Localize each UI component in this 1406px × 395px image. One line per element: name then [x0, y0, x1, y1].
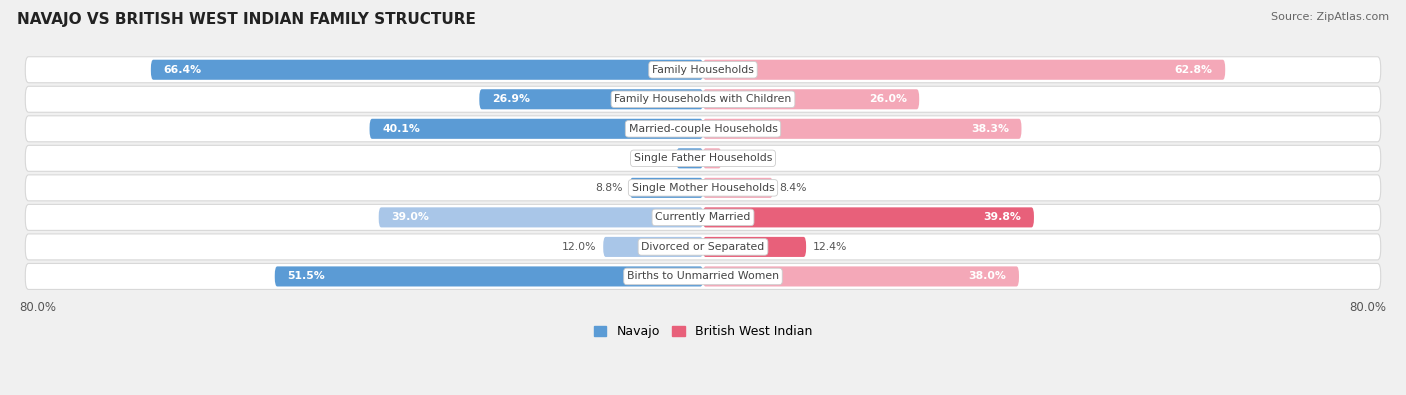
Text: Family Households: Family Households: [652, 65, 754, 75]
Text: Births to Unmarried Women: Births to Unmarried Women: [627, 271, 779, 282]
FancyBboxPatch shape: [370, 119, 703, 139]
Text: 39.8%: 39.8%: [984, 213, 1022, 222]
FancyBboxPatch shape: [676, 148, 703, 168]
FancyBboxPatch shape: [25, 204, 1381, 230]
Legend: Navajo, British West Indian: Navajo, British West Indian: [589, 320, 817, 343]
Text: NAVAJO VS BRITISH WEST INDIAN FAMILY STRUCTURE: NAVAJO VS BRITISH WEST INDIAN FAMILY STR…: [17, 12, 475, 27]
FancyBboxPatch shape: [603, 237, 703, 257]
Text: Single Mother Households: Single Mother Households: [631, 183, 775, 193]
Text: 66.4%: 66.4%: [163, 65, 201, 75]
FancyBboxPatch shape: [25, 57, 1381, 83]
Text: 62.8%: 62.8%: [1175, 65, 1213, 75]
FancyBboxPatch shape: [703, 207, 1033, 228]
FancyBboxPatch shape: [703, 119, 1022, 139]
Text: 38.3%: 38.3%: [972, 124, 1010, 134]
FancyBboxPatch shape: [25, 145, 1381, 171]
Text: 2.2%: 2.2%: [728, 153, 755, 163]
Text: 26.9%: 26.9%: [492, 94, 530, 104]
FancyBboxPatch shape: [25, 234, 1381, 260]
Text: Divorced or Separated: Divorced or Separated: [641, 242, 765, 252]
Text: 38.0%: 38.0%: [969, 271, 1007, 282]
FancyBboxPatch shape: [25, 86, 1381, 112]
FancyBboxPatch shape: [25, 116, 1381, 142]
Text: 3.2%: 3.2%: [643, 153, 669, 163]
Text: 8.8%: 8.8%: [596, 183, 623, 193]
FancyBboxPatch shape: [150, 60, 703, 80]
Text: Source: ZipAtlas.com: Source: ZipAtlas.com: [1271, 12, 1389, 22]
Text: 39.0%: 39.0%: [391, 213, 429, 222]
Text: 12.4%: 12.4%: [813, 242, 848, 252]
FancyBboxPatch shape: [703, 148, 721, 168]
Text: Single Father Households: Single Father Households: [634, 153, 772, 163]
Text: Married-couple Households: Married-couple Households: [628, 124, 778, 134]
Text: 12.0%: 12.0%: [562, 242, 596, 252]
FancyBboxPatch shape: [703, 89, 920, 109]
Text: 8.4%: 8.4%: [779, 183, 807, 193]
FancyBboxPatch shape: [479, 89, 703, 109]
Text: 26.0%: 26.0%: [869, 94, 907, 104]
FancyBboxPatch shape: [378, 207, 703, 228]
FancyBboxPatch shape: [630, 178, 703, 198]
FancyBboxPatch shape: [25, 263, 1381, 290]
FancyBboxPatch shape: [274, 266, 703, 286]
FancyBboxPatch shape: [703, 237, 806, 257]
FancyBboxPatch shape: [703, 60, 1225, 80]
FancyBboxPatch shape: [703, 178, 773, 198]
Text: Family Households with Children: Family Households with Children: [614, 94, 792, 104]
FancyBboxPatch shape: [703, 266, 1019, 286]
Text: Currently Married: Currently Married: [655, 213, 751, 222]
Text: 51.5%: 51.5%: [287, 271, 325, 282]
Text: 40.1%: 40.1%: [382, 124, 420, 134]
FancyBboxPatch shape: [25, 175, 1381, 201]
